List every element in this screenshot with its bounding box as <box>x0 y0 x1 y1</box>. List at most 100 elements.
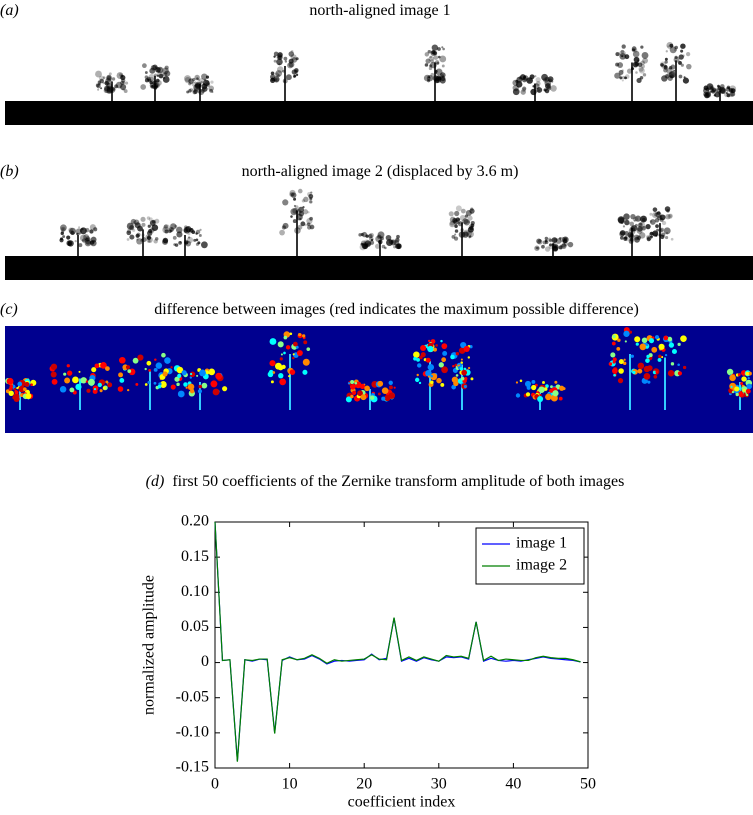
foliage <box>545 384 549 388</box>
foliage <box>643 365 651 373</box>
foliage <box>84 239 92 247</box>
foliage <box>201 88 206 93</box>
foliage <box>666 209 670 213</box>
foliage <box>25 392 32 400</box>
foliage <box>279 378 287 386</box>
foliage <box>458 221 461 225</box>
foliage <box>683 76 686 79</box>
foliage <box>375 243 381 249</box>
foliage <box>140 239 143 242</box>
foliage <box>126 222 134 230</box>
foliage <box>630 225 638 232</box>
foliage <box>529 74 535 80</box>
foliage <box>637 368 643 374</box>
foliage <box>635 342 639 346</box>
foliage <box>138 227 144 232</box>
foliage <box>273 55 276 58</box>
foliage <box>542 381 545 384</box>
foliage <box>624 219 630 226</box>
foliage <box>283 80 286 83</box>
foliage <box>288 374 291 378</box>
foliage <box>288 58 294 64</box>
foliage <box>85 237 90 242</box>
foliage <box>467 356 471 359</box>
foliage <box>519 379 523 383</box>
foliage <box>621 44 626 49</box>
foliage <box>670 237 674 241</box>
foliage <box>656 211 661 215</box>
foliage <box>558 237 562 240</box>
foliage <box>272 371 276 374</box>
foliage <box>281 225 287 230</box>
foliage <box>630 213 636 220</box>
foliage <box>283 351 286 355</box>
foliage <box>430 59 435 63</box>
foliage <box>178 241 182 245</box>
foliage <box>173 243 176 246</box>
foliage <box>668 71 676 79</box>
foliage <box>531 380 536 384</box>
foliage <box>177 390 185 398</box>
foliage <box>439 55 447 63</box>
foliage <box>189 372 193 376</box>
foliage <box>536 246 540 250</box>
foliage <box>655 224 659 228</box>
foliage <box>102 76 106 80</box>
foliage <box>628 330 633 334</box>
foliage <box>357 390 363 397</box>
foliage <box>734 386 740 392</box>
foliage <box>437 47 441 51</box>
foliage <box>639 222 643 226</box>
foliage <box>638 66 644 72</box>
foliage <box>424 52 430 57</box>
foliage <box>617 216 625 224</box>
foliage <box>193 89 198 95</box>
foliage <box>552 390 559 397</box>
foliage <box>196 77 199 80</box>
foliage <box>99 389 103 393</box>
foliage <box>448 211 454 217</box>
foliage <box>50 371 57 378</box>
foliage <box>119 378 125 383</box>
foliage <box>434 60 440 65</box>
foliage <box>430 339 436 344</box>
foliage <box>664 354 668 357</box>
foliage <box>629 221 635 227</box>
foliage <box>661 75 668 82</box>
foliage <box>659 218 664 222</box>
foliage <box>541 244 545 249</box>
foliage <box>668 213 673 218</box>
foliage <box>72 390 77 395</box>
foliage <box>278 365 284 371</box>
foliage <box>150 85 154 88</box>
foliage <box>303 340 308 345</box>
foliage <box>153 367 158 372</box>
foliage <box>290 192 297 198</box>
foliage <box>13 393 20 400</box>
foliage <box>454 210 460 217</box>
y-tick-label: -0.15 <box>176 759 209 776</box>
foliage <box>541 73 548 81</box>
foliage <box>9 384 14 389</box>
foliage <box>641 337 648 344</box>
foliage <box>559 385 565 391</box>
foliage <box>130 218 137 225</box>
foliage <box>413 351 420 358</box>
foliage <box>285 74 292 81</box>
foliage <box>104 80 109 86</box>
foliage <box>108 72 112 76</box>
foliage <box>95 70 102 78</box>
foliage <box>614 72 621 79</box>
foliage <box>135 382 139 386</box>
foliage <box>294 69 299 74</box>
foliage <box>84 237 92 245</box>
foliage <box>184 76 191 84</box>
y-tick-label: 0.10 <box>181 583 209 600</box>
foliage <box>127 369 132 374</box>
foliage <box>194 83 201 89</box>
foliage <box>673 56 680 63</box>
foliage <box>636 226 643 232</box>
foliage <box>111 77 116 81</box>
foliage <box>197 389 203 394</box>
foliage <box>669 46 677 54</box>
